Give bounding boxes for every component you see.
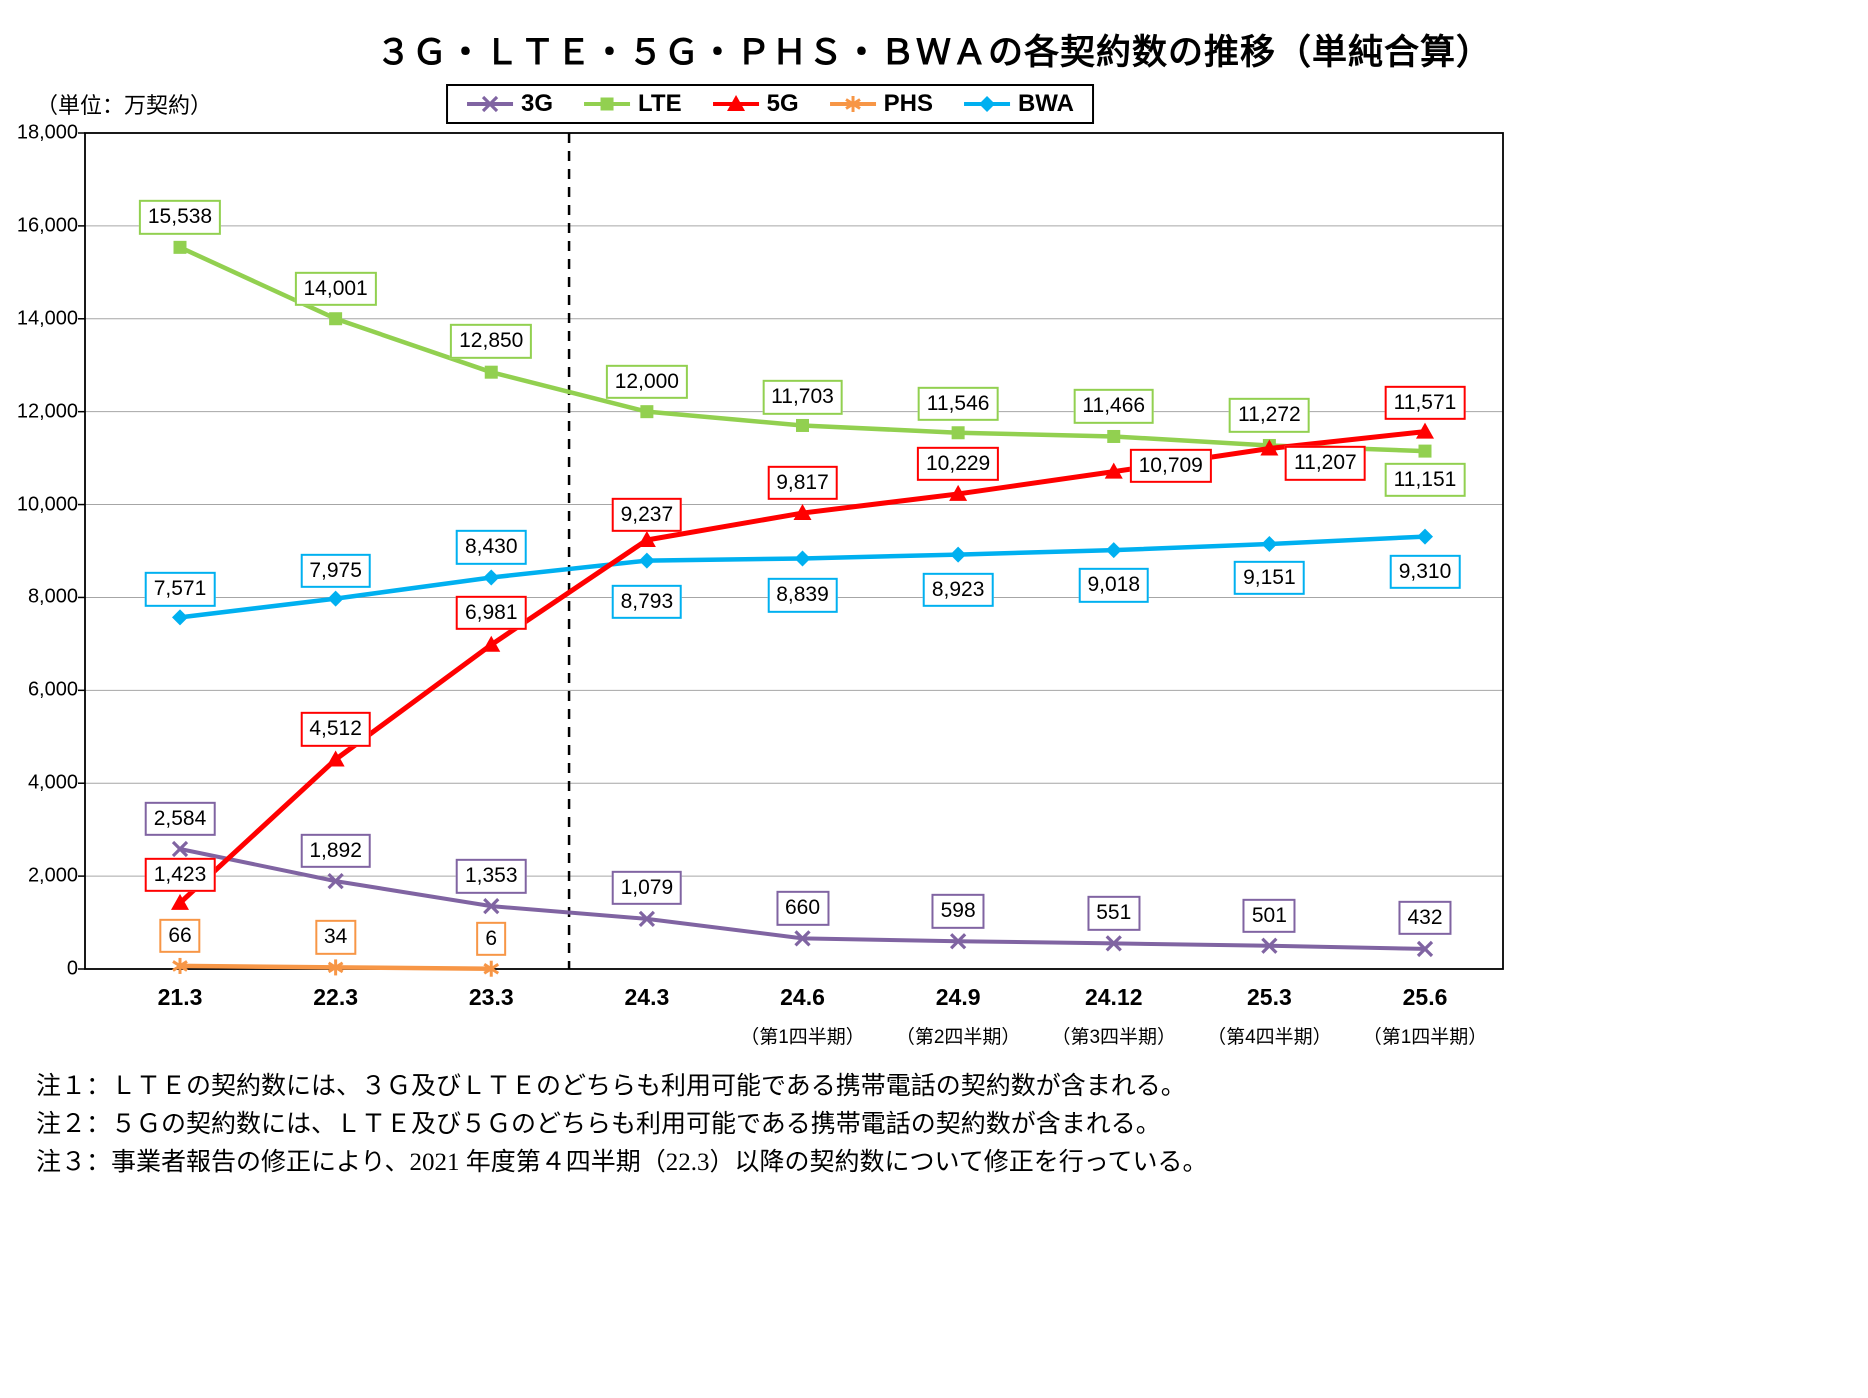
series-line-5g (178, 429, 1426, 905)
legend-label-5g: 5G (766, 90, 799, 117)
chart-title: ３Ｇ・ＬＴＥ・５Ｇ・ＰＨＳ・ＢＷＡの各契約数の推移（単純合算） (375, 33, 1492, 72)
legend-item-bwa: BWA (963, 90, 1074, 118)
legend-marker-5g-icon (712, 95, 759, 111)
legend-marker-bwa-icon (963, 96, 1010, 112)
unit-label: （単位：万契約） (36, 93, 213, 118)
legend-label-phs: PHS (883, 90, 933, 117)
series-line-3g (179, 847, 1426, 951)
note-line-2: 注２：５Ｇの契約数には、ＬＴＥ及び５Ｇのどちらも利用可能である携帯電話の契約数が… (36, 1111, 1161, 1138)
legend-item-phs: PHS (829, 90, 933, 118)
chart-plot (78, 132, 1504, 977)
legend-item-3g: 3G (466, 90, 553, 118)
legend-marker-3g-icon (467, 95, 514, 113)
legend-label-3g: 3G (521, 90, 554, 117)
legend-item-5g: 5G (712, 90, 799, 118)
note-line-3: 注３：事業者報告の修正により、2021 年度第４四半期（22.3）以降の契約数に… (36, 1149, 1208, 1176)
series-line-bwa (179, 534, 1426, 620)
legend-marker-lte-icon (584, 97, 631, 111)
legend-label-lte: LTE (638, 90, 682, 117)
notes: 注１：ＬＴＥの契約数には、３Ｇ及びＬＴＥのどちらも利用可能である携帯電話の契約数… (36, 1068, 1208, 1182)
legend-marker-phs-icon (829, 96, 876, 112)
legend: 3G LTE 5G PHS BWA (446, 84, 1094, 124)
legend-label-bwa: BWA (1017, 90, 1074, 117)
legend-item-lte: LTE (583, 90, 682, 118)
note-line-1: 注１：ＬＴＥの契約数には、３Ｇ及びＬＴＥのどちらも利用可能である携帯電話の契約数… (36, 1073, 1186, 1100)
